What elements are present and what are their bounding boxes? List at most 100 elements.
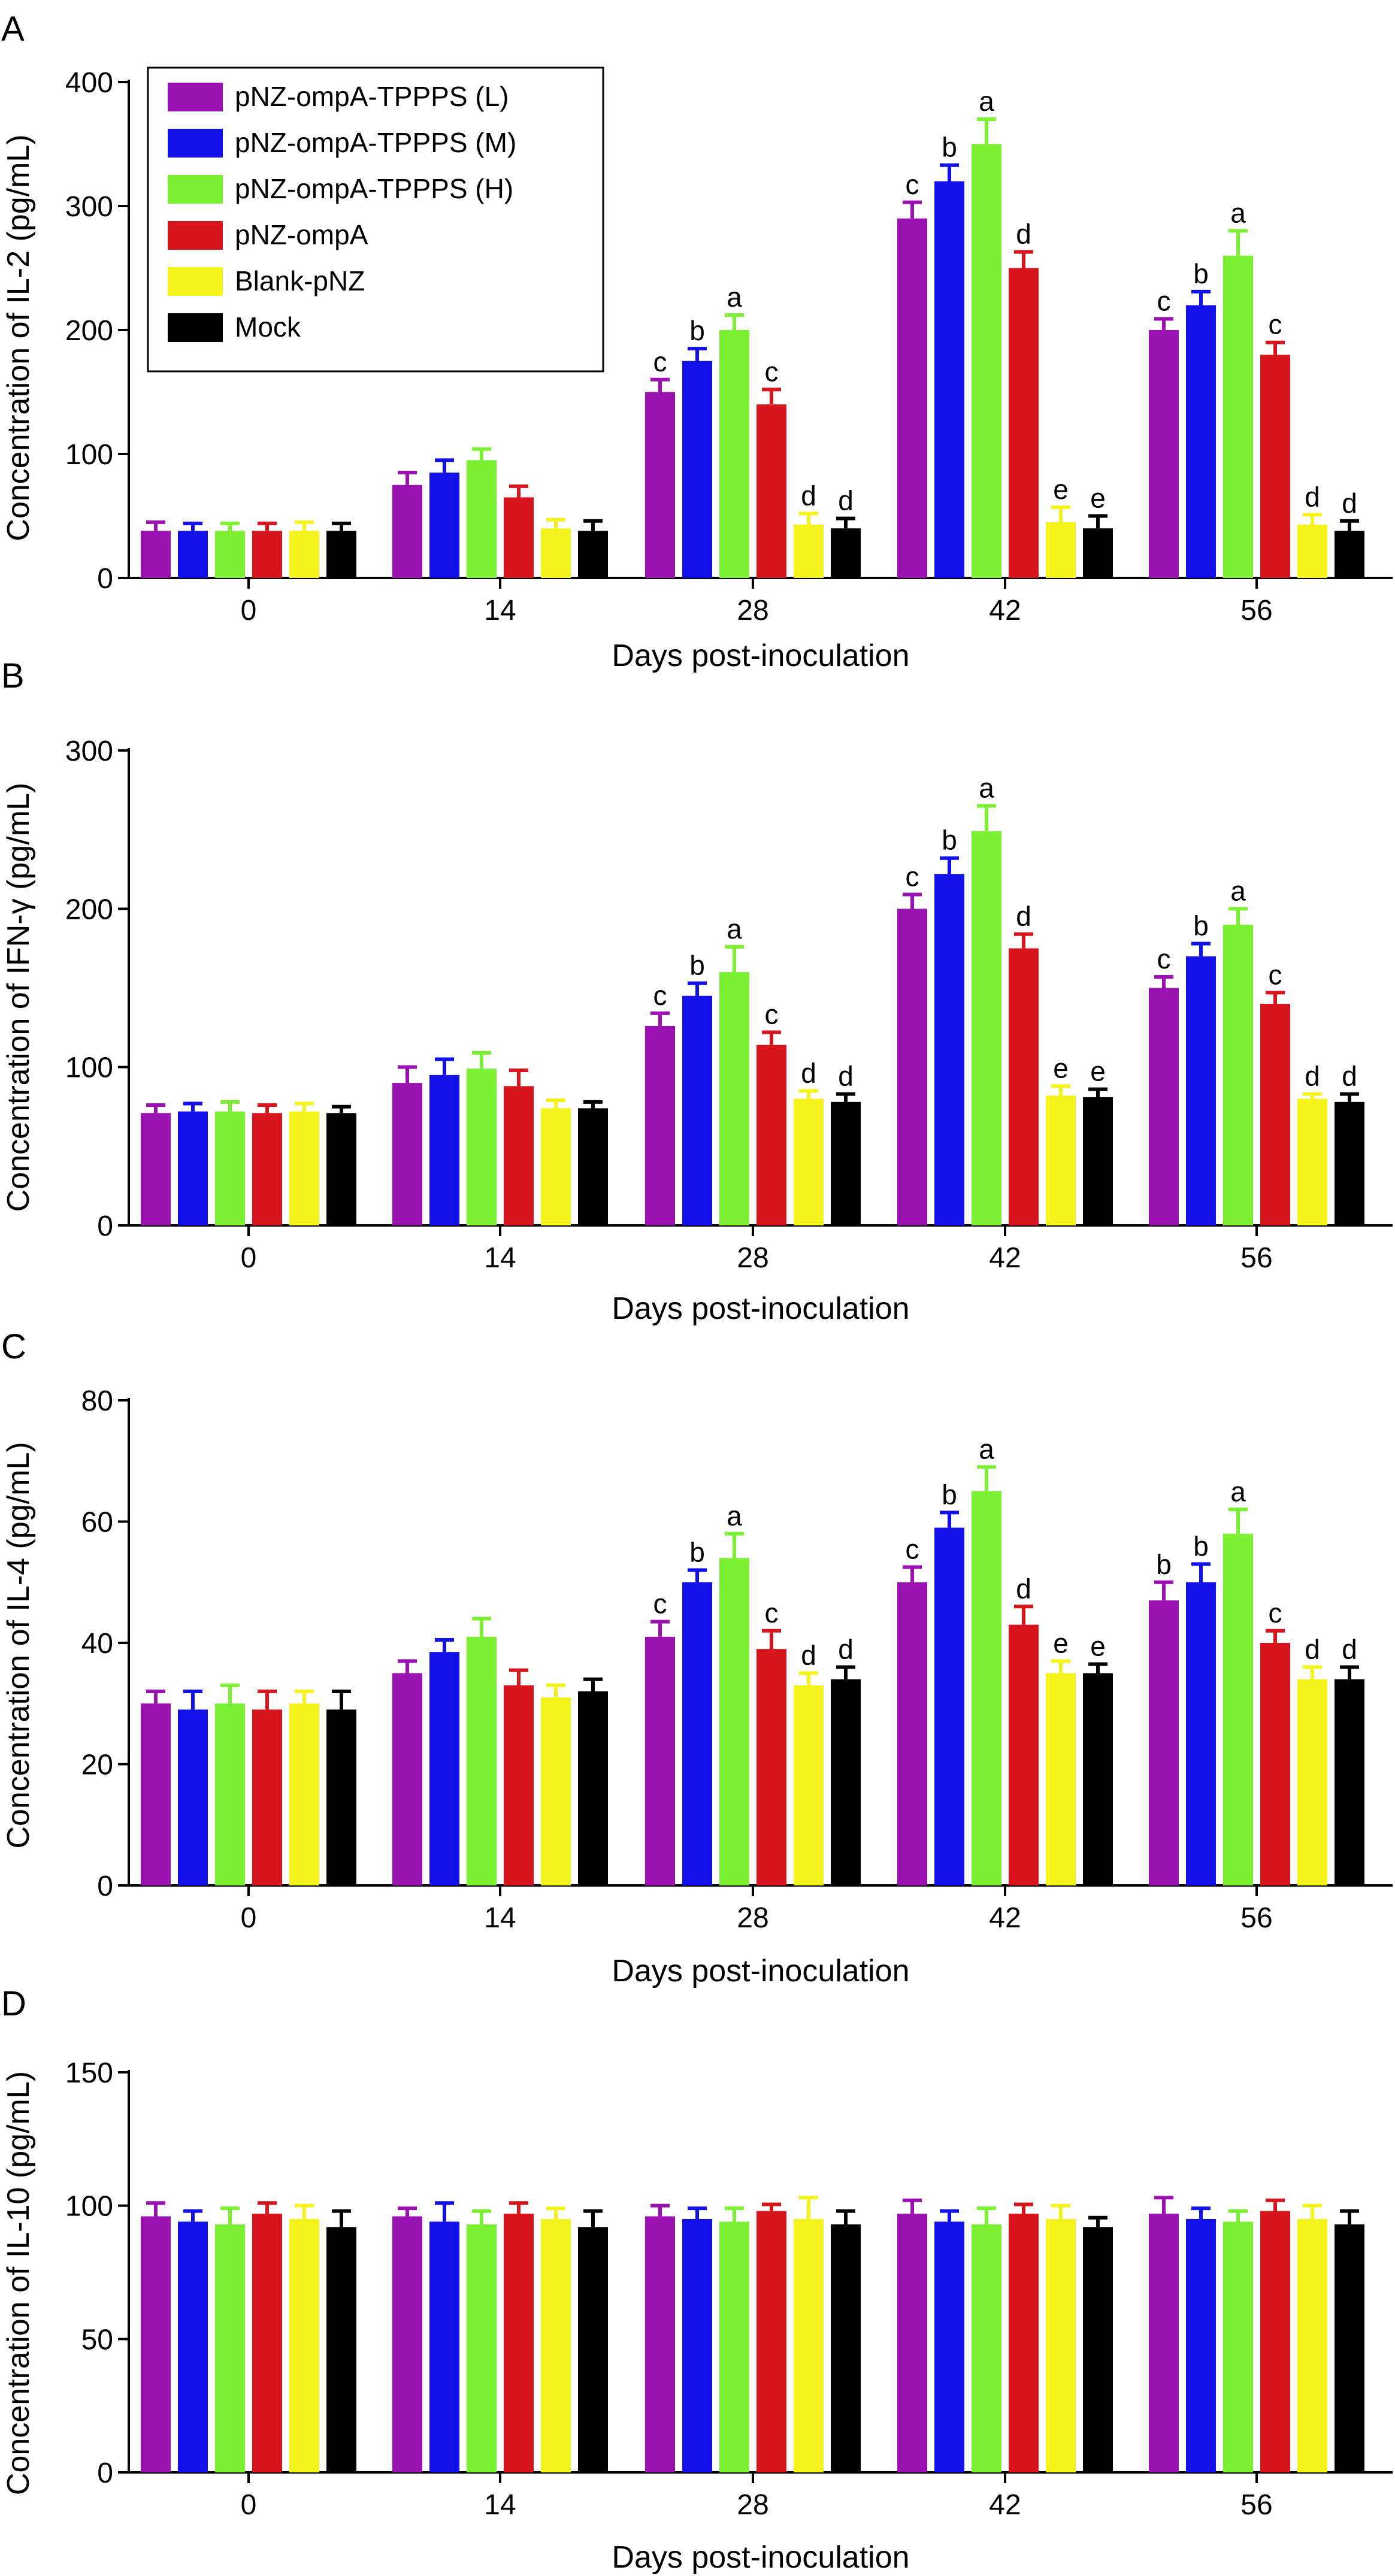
panel-b-significance-letter: b [689, 950, 705, 981]
panel-a-significance-letter: c [906, 169, 919, 200]
panel-c-significance-letter: b [1156, 1549, 1172, 1580]
panel-c-bar [504, 1685, 534, 1885]
panel-c-ytick-label: 40 [81, 1628, 113, 1660]
panel-a-bar [504, 497, 534, 578]
panel-a-significance-letter: e [1053, 474, 1069, 505]
panel-a-bar [1149, 330, 1179, 578]
panel-a-significance-letter: b [689, 315, 705, 346]
panel-a-bar [897, 218, 927, 578]
panel-a-significance-letter: c [765, 356, 779, 387]
panel-b-bar [141, 1113, 171, 1225]
panel-b-bar [719, 972, 749, 1225]
panel-c-bar [1149, 1600, 1179, 1885]
panel-c-significance-letter: e [1053, 1627, 1069, 1658]
panel-c-significance-letter: d [1016, 1573, 1031, 1604]
panel-b-xtick-label: 28 [737, 1242, 768, 1274]
panel-b-significance-letter: d [1016, 901, 1031, 932]
panel-a-ytick-label: 0 [97, 563, 113, 595]
panel-a-bar [141, 531, 171, 578]
legend-label: Mock [235, 311, 301, 343]
panel-c-bar [1083, 1673, 1113, 1885]
panel-d-xlabel: Days post-inoculation [612, 2540, 909, 2575]
panel-b-bar [1009, 948, 1039, 1225]
panel-a-bar [756, 404, 786, 578]
panel-b-ylabel: Concentration of IFN-γ (pg/mL) [1, 783, 36, 1212]
panel-a-significance-letter: d [1305, 481, 1320, 512]
panel-c-xlabel: Days post-inoculation [612, 1954, 909, 1988]
panel-a-significance-letter: b [942, 132, 957, 163]
panel-a-bar [1083, 528, 1113, 578]
panel-c-bar [934, 1527, 964, 1885]
panel-a-xtick-label: 14 [484, 595, 516, 626]
panel-a-significance-letter: a [1230, 197, 1246, 228]
panel-b-bar [972, 831, 1001, 1225]
panel-a-bar [578, 531, 608, 578]
panel-c-significance-letter: c [1269, 1597, 1282, 1628]
panel-c-xtick-label: 42 [989, 1902, 1021, 1934]
panel-c-ylabel: Concentration of IL-4 (pg/mL) [1, 1442, 36, 1848]
panel-c-significance-letter: c [653, 1588, 667, 1620]
panel-a-bar [934, 181, 964, 579]
legend-swatch [168, 221, 223, 250]
panel-b-significance-letter: e [1090, 1056, 1106, 1087]
panel-d-bar [1297, 2218, 1327, 2472]
panel-c-xtick-label: 56 [1240, 1902, 1272, 1934]
panel-b-significance-letter: a [727, 913, 742, 945]
panel-d-bar [972, 2224, 1001, 2472]
panel-c-significance-letter: d [801, 1640, 816, 1671]
panel-b-significance-letter: b [942, 825, 957, 856]
panel-c-bar [467, 1636, 497, 1885]
panel-b-bar [756, 1045, 786, 1225]
panel-a-bar [719, 330, 749, 578]
panel-d-bar [1223, 2221, 1253, 2472]
panel-d-bar [1335, 2224, 1364, 2472]
panel-d-xtick-label: 28 [737, 2489, 768, 2521]
panel-d-bar [215, 2224, 245, 2472]
panel-b-ytick-label: 100 [65, 1052, 113, 1084]
panel-a-xtick-label: 56 [1240, 595, 1272, 626]
panel-b-ytick-label: 200 [65, 894, 113, 925]
panel-d-bar [1083, 2227, 1113, 2472]
panel-b-bar [934, 874, 964, 1225]
panel-d-xtick-label: 0 [241, 2489, 257, 2521]
panel-a-bar [831, 528, 861, 578]
panel-a-bar [541, 528, 571, 578]
panel-a-bar [1297, 524, 1327, 578]
panel-a-xtick-label: 28 [737, 595, 768, 626]
panel-a-bar [467, 460, 497, 578]
panel-b-bar [467, 1068, 497, 1225]
panel-a-bar [645, 392, 675, 578]
panel-a-significance-letter: e [1090, 483, 1106, 514]
panel-c-bar [1186, 1582, 1216, 1885]
panel-c-bar [141, 1703, 171, 1885]
panel-a-bar [1260, 355, 1290, 578]
panel-a-bar [392, 485, 422, 578]
panel-c-significance-letter: c [906, 1533, 919, 1564]
panel-c-ytick-label: 80 [81, 1385, 113, 1417]
panel-c-ytick-label: 0 [97, 1870, 113, 1902]
panel-b-bar [429, 1074, 459, 1225]
legend-label: Blank-pNZ [235, 265, 365, 296]
panel-c-bar [1335, 1679, 1364, 1885]
panel-d-bar [794, 2218, 824, 2472]
panel-a-ytick-label: 300 [65, 191, 113, 223]
panel-b-bar [1149, 988, 1179, 1225]
panel-b-bar [897, 909, 927, 1225]
panel-b-bar [326, 1113, 356, 1225]
panel-c-bar [897, 1582, 927, 1885]
panel-b-bar [1260, 1003, 1290, 1225]
panel-d-ytick-label: 100 [65, 2191, 113, 2223]
panel-b-bar [504, 1086, 534, 1225]
panel-b-significance-letter: c [653, 980, 667, 1011]
panel-b-significance-letter: c [1269, 959, 1282, 990]
panel-d-xtick-label: 14 [484, 2489, 516, 2521]
panel-a-bar [215, 531, 245, 578]
panel-d-bar [141, 2216, 171, 2472]
panel-c-significance-letter: a [727, 1500, 742, 1531]
panel-c-significance-letter: b [942, 1479, 957, 1510]
panel-a-significance-letter: d [801, 480, 816, 511]
panel-a-bar [972, 144, 1001, 578]
legend-swatch [168, 313, 223, 342]
panel-letter-a: A [1, 10, 25, 49]
panel-letter-b: B [1, 656, 25, 695]
